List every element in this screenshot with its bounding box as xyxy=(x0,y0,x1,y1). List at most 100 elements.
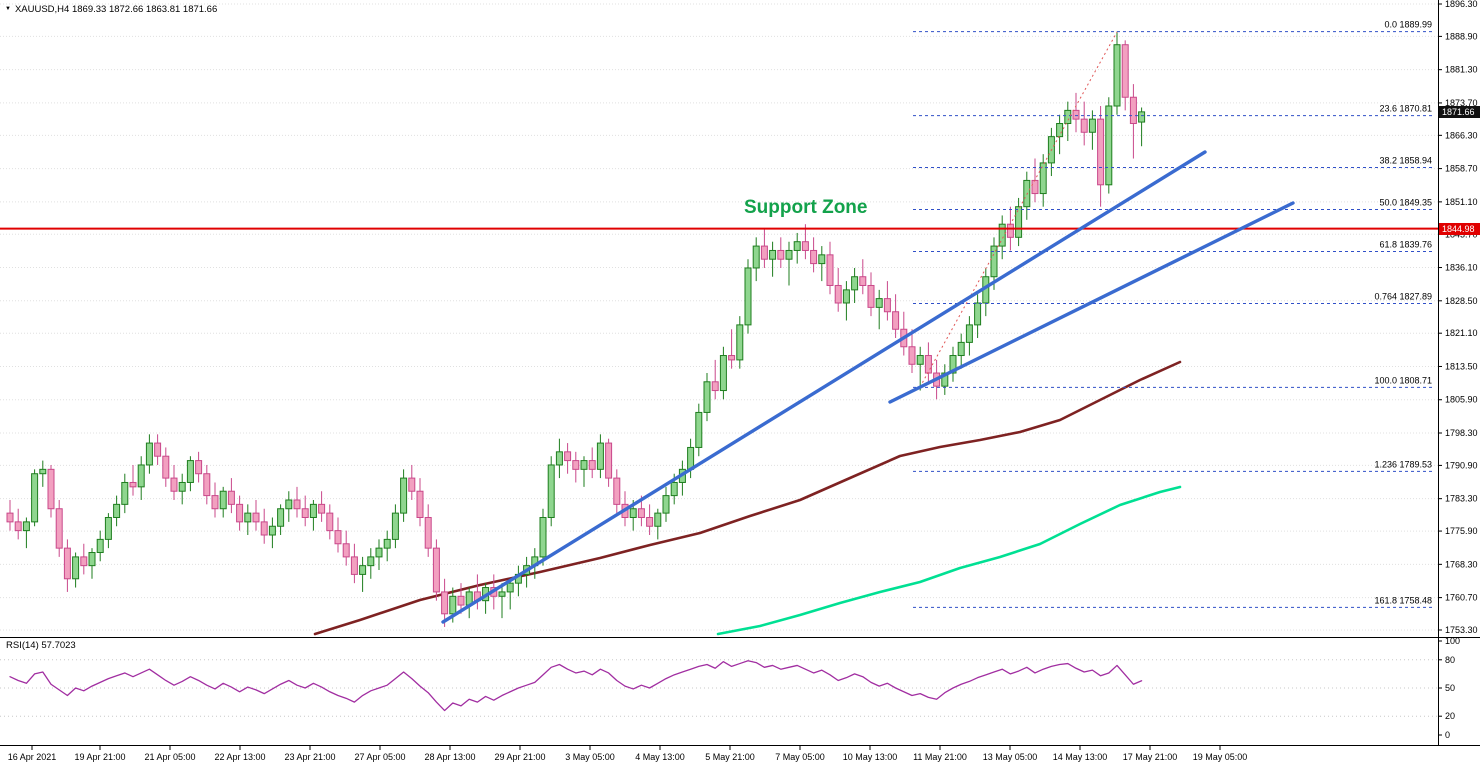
candle-body xyxy=(760,245,768,260)
candle-body xyxy=(1138,111,1146,123)
candle-body xyxy=(1097,118,1105,186)
symbol-dropdown-icon[interactable]: ▼ xyxy=(5,6,11,12)
fib-level-label: 161.8 1758.48 xyxy=(1374,595,1432,605)
candle-body xyxy=(72,556,80,580)
candle-body xyxy=(990,245,998,278)
time-tick-label: 14 May 13:00 xyxy=(1053,752,1108,762)
price-tick-label: 1866.30 xyxy=(1445,130,1478,140)
drawing-objects-layer: 0.0 1889.99 23.6 1870.81 38.2 1858.94 50.0 … xyxy=(0,20,1438,624)
price-tick-label: 1836.10 xyxy=(1445,263,1478,273)
candle-body xyxy=(1080,118,1088,133)
price-tick-label: 1783.30 xyxy=(1445,494,1478,504)
candle-body xyxy=(785,249,793,260)
candle-body xyxy=(293,499,301,510)
candle-body xyxy=(949,355,957,374)
trend-line[interactable] xyxy=(441,150,1207,624)
candle-body xyxy=(695,411,703,448)
candle-body xyxy=(859,276,867,286)
candle-body xyxy=(851,276,859,291)
candle-body xyxy=(1031,179,1039,195)
candle-body xyxy=(646,516,654,527)
time-tick-label: 27 Apr 05:00 xyxy=(354,752,405,762)
price-tick-label: 1851.10 xyxy=(1445,197,1478,207)
time-tick-label: 28 Apr 13:00 xyxy=(424,752,475,762)
ma-slow-line[interactable] xyxy=(313,360,1182,636)
support-price-tag: 1844.98 xyxy=(1439,222,1480,235)
candle-body xyxy=(1072,109,1080,120)
candle-body xyxy=(564,451,572,462)
candle-body xyxy=(1006,223,1014,238)
price-tick-label: 1775.90 xyxy=(1445,526,1478,536)
fib-level-label: 0.0 1889.99 xyxy=(1384,20,1432,30)
ma-fast-line[interactable] xyxy=(716,485,1182,636)
time-tick-label: 11 May 21:00 xyxy=(913,752,967,762)
candle-body xyxy=(170,477,178,492)
candle-body xyxy=(801,241,809,251)
candle-body xyxy=(1121,44,1129,98)
price-axis[interactable]: 1896.30 1888.90 1881.30 1873.70 1866.30 1858.… xyxy=(1438,0,1478,635)
fib-level-label: 100.0 1808.71 xyxy=(1374,375,1432,385)
candle-body xyxy=(728,355,736,361)
candle-body xyxy=(719,355,727,392)
current-price-tag: 1871.66 xyxy=(1439,105,1480,118)
rsi-tick-label: 0 xyxy=(1445,730,1450,740)
candle-body xyxy=(572,460,580,470)
candle-body xyxy=(80,556,88,567)
candle-body xyxy=(113,503,121,518)
candle-body xyxy=(637,508,645,518)
fib-level-label: 61.8 1839.76 xyxy=(1379,240,1432,250)
candle-body xyxy=(145,442,153,466)
candle-body xyxy=(55,508,63,549)
candle-body xyxy=(309,503,317,518)
price-tick-label: 1805.90 xyxy=(1445,395,1478,405)
candle-body xyxy=(31,473,39,523)
time-tick-label: 13 May 05:00 xyxy=(983,752,1038,762)
time-tick-label: 7 May 05:00 xyxy=(775,752,825,762)
candle-body xyxy=(613,477,621,505)
rsi-tick-label: 50 xyxy=(1445,683,1455,693)
candle-body xyxy=(670,481,678,497)
price-tick-label: 1813.50 xyxy=(1445,361,1478,371)
candle-body xyxy=(711,381,719,392)
price-tick-label: 1798.30 xyxy=(1445,428,1478,438)
candle-body xyxy=(769,249,777,260)
candle-body xyxy=(260,521,268,536)
candle-body xyxy=(129,481,137,488)
fib-level-label: 23.6 1870.81 xyxy=(1379,104,1432,114)
candle-body xyxy=(244,512,252,523)
candle-body xyxy=(203,473,211,497)
time-tick-label: 17 May 21:00 xyxy=(1123,752,1178,762)
candle-body xyxy=(342,543,350,558)
candle-body xyxy=(965,324,973,343)
time-tick-label: 29 Apr 21:00 xyxy=(494,752,545,762)
support-zone-label: Support Zone xyxy=(744,197,868,218)
candle-body xyxy=(1088,118,1096,133)
candle-body xyxy=(39,468,47,475)
candle-body xyxy=(6,512,14,523)
time-axis[interactable]: 16 Apr 2021 19 Apr 21:00 21 Apr 05:00 22 Ap… xyxy=(8,746,1248,762)
candle-body xyxy=(301,508,309,518)
price-tick-label: 1760.70 xyxy=(1445,593,1478,603)
rsi-panel: 100 80 50 20 0 xyxy=(0,636,1460,740)
candle-body xyxy=(1129,96,1137,125)
rsi-indicator-label: RSI(14) 57.7023 xyxy=(6,640,76,651)
candle-body xyxy=(555,451,563,466)
fib-level-label: 50.0 1849.35 xyxy=(1379,198,1432,208)
candle-body xyxy=(654,512,662,527)
candle-body xyxy=(629,508,637,518)
trend-line[interactable] xyxy=(888,201,1295,404)
price-tick-label: 1873.70 xyxy=(1445,98,1478,108)
candle-body xyxy=(605,442,613,479)
candle-body xyxy=(219,490,227,510)
candle-body xyxy=(539,516,547,558)
price-tick-label: 1768.30 xyxy=(1445,559,1478,569)
candle-body xyxy=(383,538,391,549)
candle-body xyxy=(432,547,440,593)
candle-body xyxy=(703,381,711,413)
grid-layer xyxy=(0,3,1438,631)
price-tick-label: 1881.30 xyxy=(1445,65,1478,75)
time-tick-label: 22 Apr 13:00 xyxy=(214,752,265,762)
candle-body xyxy=(14,521,22,532)
candle-body xyxy=(211,495,219,510)
candle-body xyxy=(391,512,399,540)
